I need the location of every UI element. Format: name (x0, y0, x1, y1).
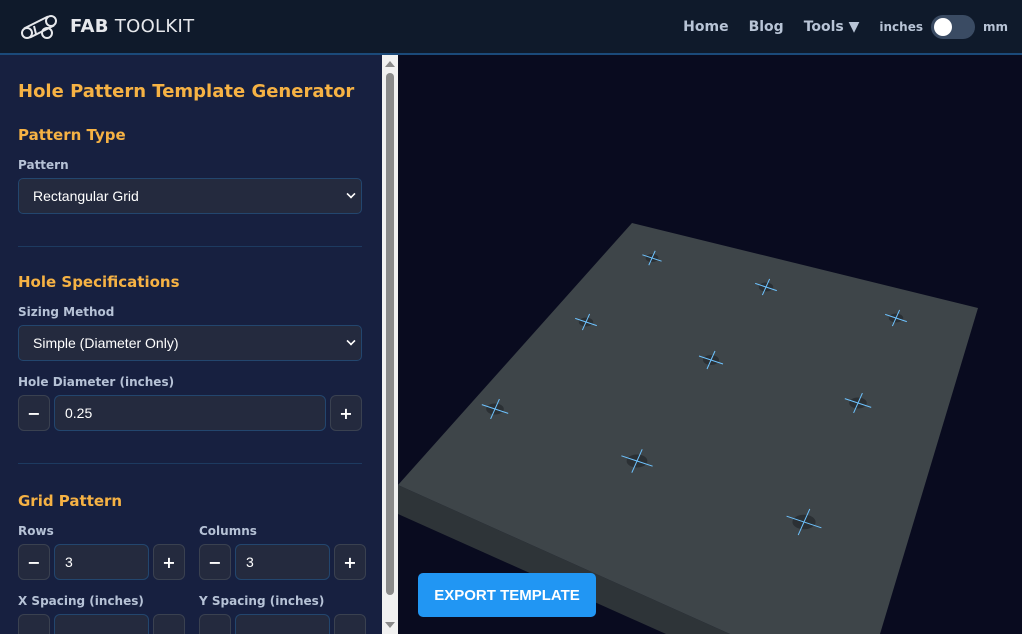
x-spacing-stepper (18, 614, 185, 634)
spacing-row: X Spacing (inches) Y Spacing (inches) (18, 594, 366, 634)
nav-blog[interactable]: Blog (748, 18, 784, 35)
brand-light: TOOLKIT (114, 16, 195, 37)
chevron-down-icon (346, 336, 356, 346)
hole-diameter-stepper: − 0.25 + (18, 395, 362, 431)
crosshair-line (797, 508, 811, 536)
sidebar-scrollbar[interactable] (382, 55, 398, 634)
columns-stepper: − 3 + (199, 544, 366, 580)
page-title: Hole Pattern Template Generator (18, 81, 355, 102)
brand-name: FAB TOOLKIT (70, 16, 194, 37)
columns-decrement-button[interactable]: − (199, 544, 231, 580)
sizing-method-label: Sizing Method (18, 305, 115, 319)
hole-marker (844, 392, 872, 414)
sizing-select-value: Simple (Diameter Only) (33, 335, 179, 351)
columns-input[interactable]: 3 (235, 544, 330, 580)
x-spacing-decrement-button[interactable] (18, 614, 50, 634)
crosshair-line (631, 449, 643, 473)
pattern-type-heading: Pattern Type (18, 126, 126, 144)
logo[interactable]: FAB TOOLKIT (20, 14, 194, 40)
rows-decrement-button[interactable]: − (18, 544, 50, 580)
rows-field: Rows − 3 + (18, 524, 185, 580)
nav-links: Home Blog Tools ▼ inches mm (663, 0, 1008, 53)
x-spacing-input[interactable] (54, 614, 149, 634)
hole-diameter-label: Hole Diameter (inches) (18, 375, 175, 389)
columns-label: Columns (199, 524, 257, 538)
hole-diameter-input[interactable]: 0.25 (54, 395, 326, 431)
settings-sidebar: Hole Pattern Template Generator Pattern … (0, 55, 382, 634)
y-spacing-stepper (199, 614, 366, 634)
export-template-button[interactable]: EXPORT TEMPLATE (418, 573, 596, 617)
unit-inches-label: inches (879, 19, 923, 34)
top-navbar: FAB TOOLKIT Home Blog Tools ▼ inches mm (0, 0, 1022, 55)
scroll-up-arrow-icon[interactable] (385, 61, 395, 67)
hole-marker (786, 508, 822, 536)
3d-preview-viewport[interactable] (398, 55, 1022, 634)
divider (18, 463, 362, 464)
crosshair-line (648, 250, 656, 266)
grid-pattern-heading: Grid Pattern (18, 492, 123, 510)
x-spacing-label: X Spacing (inches) (18, 594, 144, 608)
crosshair-line (853, 392, 863, 414)
rows-input[interactable]: 3 (54, 544, 149, 580)
diameter-increment-button[interactable]: + (330, 395, 362, 431)
hole-marker (481, 398, 509, 420)
x-spacing-field: X Spacing (inches) (18, 594, 185, 634)
rows-label: Rows (18, 524, 54, 538)
pattern-label: Pattern (18, 158, 69, 172)
crosshair-line (761, 278, 771, 296)
columns-increment-button[interactable]: + (334, 544, 366, 580)
scroll-down-arrow-icon[interactable] (385, 622, 395, 628)
hole-marker (642, 250, 662, 266)
x-spacing-increment-button[interactable] (153, 614, 185, 634)
pattern-select[interactable]: Rectangular Grid (18, 178, 362, 214)
plate-top-face (398, 223, 978, 634)
y-spacing-decrement-button[interactable] (199, 614, 231, 634)
y-spacing-input[interactable] (235, 614, 330, 634)
hole-marker (575, 313, 597, 331)
crosshair-line (891, 309, 901, 327)
unit-toggle[interactable] (930, 14, 975, 39)
crosshair-line (581, 313, 591, 331)
unit-mm-label: mm (982, 19, 1008, 34)
scrollbar-thumb[interactable] (386, 73, 394, 595)
pattern-select-value: Rectangular Grid (33, 188, 139, 204)
rows-stepper: − 3 + (18, 544, 185, 580)
chevron-down-icon (346, 189, 356, 199)
diameter-decrement-button[interactable]: − (18, 395, 50, 431)
rows-increment-button[interactable]: + (153, 544, 185, 580)
nav-home[interactable]: Home (683, 18, 729, 35)
hole-marker (885, 309, 907, 327)
hole-marker (755, 278, 777, 296)
columns-field: Columns − 3 + (199, 524, 366, 580)
divider (18, 246, 362, 247)
crosshair-line (490, 398, 500, 420)
y-spacing-increment-button[interactable] (334, 614, 366, 634)
hole-spec-heading: Hole Specifications (18, 273, 180, 291)
brand-bold: FAB (70, 16, 109, 37)
sizing-method-select[interactable]: Simple (Diameter Only) (18, 325, 362, 361)
hole-marker (698, 350, 724, 370)
toggle-knob (933, 17, 952, 36)
y-spacing-field: Y Spacing (inches) (199, 594, 366, 634)
crosshair-line (706, 350, 716, 370)
nav-tools-dropdown[interactable]: Tools ▼ (803, 18, 860, 35)
rows-columns-row: Rows − 3 + Columns − 3 + (18, 524, 366, 580)
logo-icon (21, 14, 57, 39)
y-spacing-label: Y Spacing (inches) (199, 594, 325, 608)
hole-marker (621, 449, 653, 473)
